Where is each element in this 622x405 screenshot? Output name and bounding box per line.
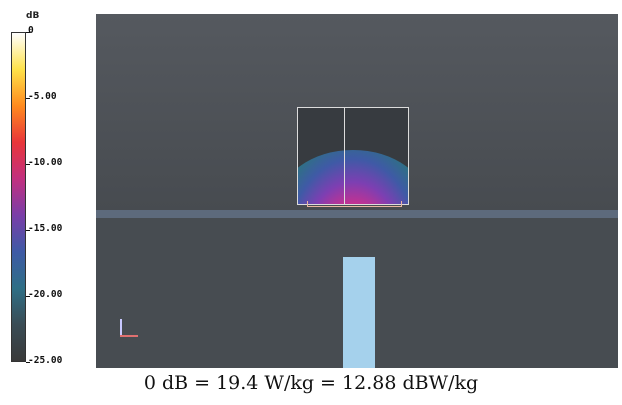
axis-x-icon — [120, 335, 138, 337]
axis-z-icon — [120, 319, 122, 336]
region-divider — [344, 108, 345, 204]
colorbar-tick-mark — [26, 98, 30, 99]
phantom-surface-band — [96, 210, 618, 218]
colorbar-tick-label: -5.00 — [28, 91, 57, 102]
colorbar-tick-mark — [26, 296, 30, 297]
colorbar-tick-mark — [26, 164, 30, 165]
colorbar-tick-label: 0 — [28, 25, 34, 36]
phantom-base — [307, 201, 402, 207]
colorbar — [11, 32, 26, 362]
measurement-region — [297, 107, 409, 205]
colorbar-tick-label: -10.00 — [28, 157, 63, 168]
sar-plot — [96, 14, 618, 368]
colorbar-tick-label: -25.00 — [28, 355, 63, 366]
colorbar-tick-mark — [26, 32, 30, 33]
colorbar-tick-label: -15.00 — [28, 223, 63, 234]
caption: 0 dB = 19.4 W/kg = 12.88 dBW/kg — [143, 372, 479, 394]
colorbar-tick-label: -20.00 — [28, 289, 63, 300]
colorbar-tick-mark — [26, 362, 30, 363]
sar-distribution — [298, 150, 408, 204]
device-probe — [343, 257, 375, 368]
colorbar-unit-label: dB — [26, 11, 40, 21]
colorbar-tick-mark — [26, 230, 30, 231]
